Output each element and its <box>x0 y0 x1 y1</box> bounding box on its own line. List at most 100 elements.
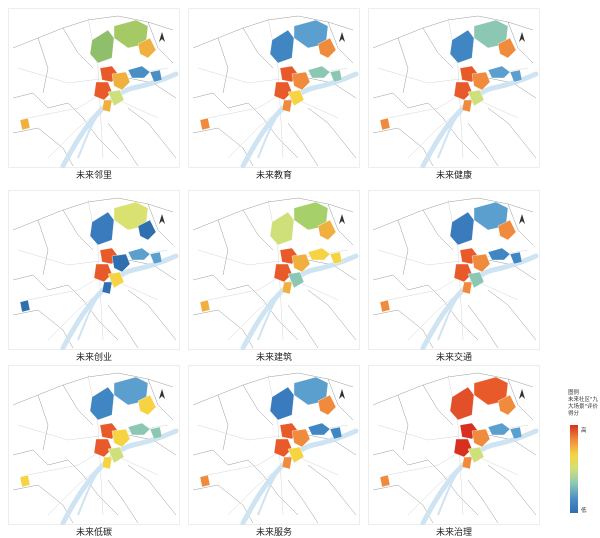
district-border <box>307 289 357 341</box>
district-area <box>137 394 157 416</box>
map-panel: 未来治理 <box>368 365 540 538</box>
district-area <box>273 263 293 283</box>
district-area <box>149 251 163 265</box>
legend-color-ramp <box>570 425 578 513</box>
district-area <box>379 474 391 488</box>
district-area <box>329 69 343 83</box>
map-svg <box>188 190 360 350</box>
district-area <box>467 89 485 107</box>
river-branch <box>257 464 284 516</box>
map-svg <box>8 365 180 525</box>
road <box>267 374 284 516</box>
road <box>27 92 159 119</box>
district-area <box>19 299 31 313</box>
map-frame <box>368 8 540 168</box>
district-area <box>497 394 517 416</box>
district-area <box>329 426 343 440</box>
district-border <box>372 274 479 341</box>
district-border <box>372 92 479 159</box>
district-border <box>12 449 119 516</box>
district-area <box>329 251 343 265</box>
map-caption: 未来建筑 <box>255 353 292 363</box>
district-border <box>397 219 409 276</box>
district-area <box>467 446 485 464</box>
legend-title: 图例 <box>568 390 580 396</box>
road <box>207 92 339 119</box>
district-area <box>307 65 331 79</box>
district-area <box>273 438 293 458</box>
district-area <box>487 247 511 261</box>
map-caption: 未来教育 <box>255 171 292 181</box>
river-branch <box>77 107 104 159</box>
river-branch <box>437 107 464 159</box>
road <box>267 199 284 341</box>
legend-low-label: 低 <box>581 508 587 514</box>
map-frame <box>188 8 360 168</box>
district-area <box>127 422 151 436</box>
map-panel: 未来教育 <box>188 8 360 181</box>
district-border <box>127 289 177 341</box>
district-area <box>111 428 131 448</box>
map-frame <box>8 8 180 168</box>
district-border <box>467 479 499 524</box>
district-border <box>487 289 537 341</box>
map-panel: 未来低碳 <box>8 365 180 538</box>
district-border <box>507 378 534 421</box>
district-area <box>449 211 475 246</box>
district-area <box>453 438 473 458</box>
road <box>87 199 104 341</box>
district-area <box>307 247 331 261</box>
map-frame <box>188 190 360 350</box>
district-area <box>137 37 157 59</box>
district-area <box>149 69 163 83</box>
district-border <box>242 384 274 426</box>
district-area <box>287 89 305 107</box>
north-arrow-icon <box>339 32 345 42</box>
north-arrow-icon <box>159 214 165 224</box>
map-svg <box>8 190 180 350</box>
map-svg <box>368 8 540 168</box>
district-area <box>379 299 391 313</box>
district-area <box>317 37 337 59</box>
district-border <box>327 378 354 421</box>
north-arrow-icon <box>159 32 165 42</box>
district-border <box>37 394 49 451</box>
map-caption: 未来交通 <box>435 353 472 363</box>
map-frame <box>368 190 540 350</box>
map-frame <box>8 190 180 350</box>
district-border <box>307 464 357 516</box>
district-area <box>317 219 337 241</box>
road <box>387 449 519 476</box>
district-border <box>62 384 94 426</box>
district-area <box>107 446 125 464</box>
map-svg <box>368 190 540 350</box>
district-border <box>127 107 177 159</box>
map-panel: 未来健康 <box>368 8 540 181</box>
district-area <box>307 422 331 436</box>
district-border <box>12 274 119 341</box>
district-area <box>379 117 391 131</box>
north-arrow-icon <box>519 32 525 42</box>
map-caption: 未来治理 <box>435 528 472 538</box>
district-area <box>273 81 293 101</box>
district-border <box>62 27 94 69</box>
district-area <box>291 71 311 91</box>
district-area <box>281 99 293 113</box>
district-border <box>507 203 534 246</box>
district-area <box>93 263 113 283</box>
north-arrow-icon <box>159 389 165 399</box>
road <box>207 274 339 301</box>
district-border <box>327 21 354 64</box>
district-area <box>287 271 305 289</box>
district-border <box>397 394 409 451</box>
district-border <box>287 304 319 349</box>
map-svg <box>188 8 360 168</box>
district-area <box>101 99 113 113</box>
district-area <box>107 271 125 289</box>
map-frame <box>188 365 360 525</box>
district-area <box>199 299 211 313</box>
district-border <box>467 122 499 167</box>
district-area <box>111 71 131 91</box>
district-area <box>467 271 485 289</box>
map-caption: 未来创业 <box>75 353 112 363</box>
